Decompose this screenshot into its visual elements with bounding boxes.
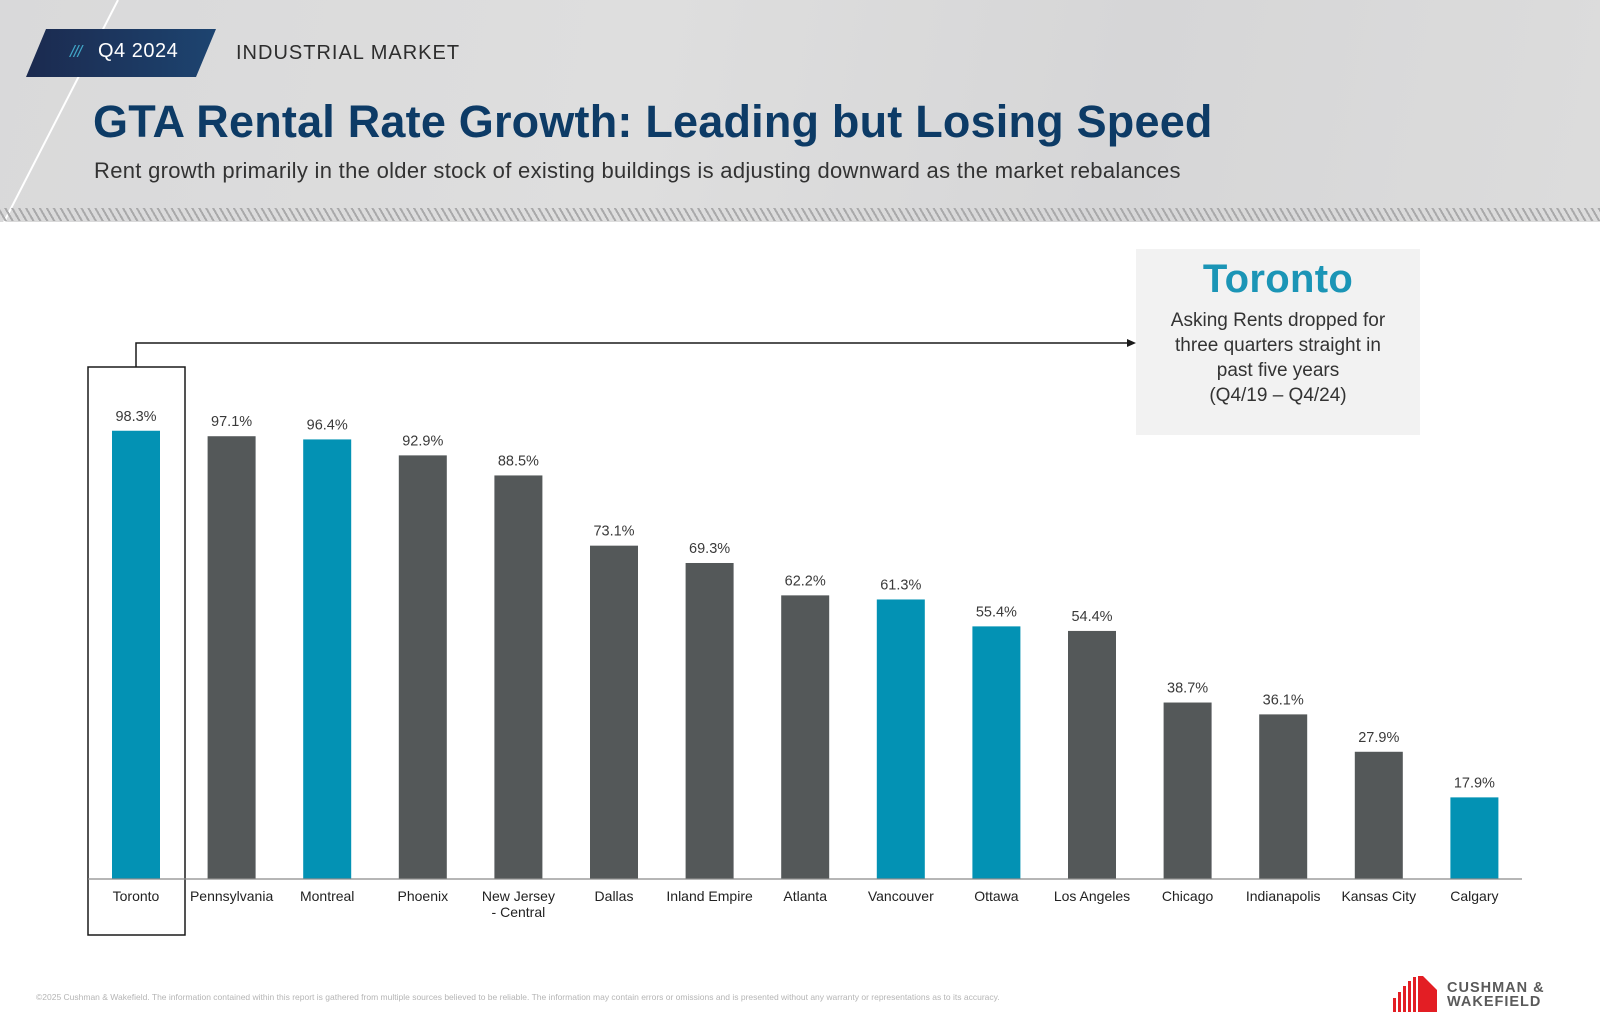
badge-shape [26, 29, 216, 77]
section-label: INDUSTRIAL MARKET [236, 42, 461, 64]
value-label: 88.5% [498, 453, 539, 469]
value-label: 69.3% [689, 541, 730, 557]
page-title: GTA Rental Rate Growth: Leading but Losi… [93, 96, 1213, 147]
callout-line: (Q4/19 – Q4/24) [1209, 385, 1347, 406]
category-label: Atlanta [783, 888, 827, 904]
bar-toronto [112, 430, 160, 879]
category-label: Vancouver [868, 888, 934, 904]
category-label: Toronto [113, 888, 160, 904]
bar-atlanta [781, 595, 830, 879]
bar-indianapolis [1259, 714, 1308, 879]
value-label: 27.9% [1358, 730, 1399, 746]
period-badge: /// Q4 2024 [26, 29, 216, 77]
value-label: 55.4% [976, 604, 1017, 620]
category-labels-group: Toronto Pennsylvania Montreal Phoenix New Je… [113, 888, 1499, 920]
connector-line [135, 342, 1128, 367]
bar-vancouver [876, 599, 925, 879]
callout-line: past five years [1216, 360, 1340, 381]
category-label: Phoenix [398, 888, 449, 904]
category-label: Dallas [595, 888, 634, 904]
category-label: - Central [492, 904, 546, 920]
header-banner: /// Q4 2024 INDUSTRIAL MARKET GTA Rental… [0, 0, 1600, 222]
value-label: 98.3% [115, 409, 156, 425]
bar-chicago [1163, 702, 1212, 879]
category-label: New Jersey [482, 888, 555, 904]
value-labels-group: 98.3% 97.1% 96.4% 92.9% 88.5% 73.1% 69.3% 62.2%… [115, 409, 1495, 792]
badge-slashes-icon: /// [70, 42, 82, 61]
callout-line: three quarters straight in [1175, 335, 1381, 356]
bar-phoenix [398, 455, 447, 879]
bar-los-angeles [1068, 630, 1116, 879]
category-label: Indianapolis [1246, 888, 1321, 904]
toronto-callout: Toronto Asking Rents dropped for three q… [1136, 249, 1420, 435]
bar-new-jersey-central [494, 475, 543, 879]
arrow-head-icon [1127, 339, 1136, 347]
logo-line: WAKEFIELD [1447, 994, 1542, 1010]
bar-dallas [590, 545, 638, 879]
category-label: Pennsylvania [190, 888, 273, 904]
period-label: Q4 2024 [98, 40, 179, 62]
bar-calgary [1450, 797, 1499, 879]
value-label: 17.9% [1454, 775, 1495, 791]
value-label: 38.7% [1167, 681, 1208, 697]
page-subtitle: Rent growth primarily in the older stock… [94, 158, 1181, 183]
bar-kansas-city [1354, 751, 1403, 879]
value-label: 97.1% [211, 414, 252, 430]
value-label: 92.9% [402, 433, 443, 449]
logo-building-icon [1393, 976, 1437, 1012]
callout-body: Asking Rents dropped for three quarters … [1136, 308, 1420, 408]
bar-pennsylvania [207, 436, 256, 879]
callout-title: Toronto [1202, 257, 1354, 301]
value-label: 73.1% [593, 524, 634, 540]
callout-line: Asking Rents dropped for [1170, 310, 1386, 331]
disclaimer: ©2025 Cushman & Wakefield. The informati… [36, 992, 1000, 1002]
category-label: Inland Empire [666, 888, 753, 904]
hatch-divider [0, 208, 1600, 221]
callout-connector [87, 339, 1136, 936]
value-label: 96.4% [307, 417, 348, 433]
category-label: Chicago [1162, 888, 1214, 904]
logo-wordmark: CUSHMAN & WAKEFIELD [1447, 980, 1545, 1010]
value-label: 61.3% [880, 577, 921, 593]
logo-line: CUSHMAN & [1447, 980, 1545, 996]
value-label: 54.4% [1071, 609, 1112, 625]
bar-inland-empire [685, 562, 734, 879]
category-label: Ottawa [974, 888, 1019, 904]
bar-ottawa [972, 626, 1021, 879]
category-label: Los Angeles [1054, 888, 1130, 904]
category-label: Calgary [1450, 888, 1498, 904]
value-label: 62.2% [785, 573, 826, 589]
cushman-wakefield-logo: CUSHMAN & WAKEFIELD [1393, 976, 1563, 1012]
category-label: Kansas City [1341, 888, 1416, 904]
bar-montreal [303, 439, 352, 879]
category-label: Montreal [300, 888, 354, 904]
value-label: 36.1% [1263, 692, 1304, 708]
bars-group [112, 430, 1499, 879]
